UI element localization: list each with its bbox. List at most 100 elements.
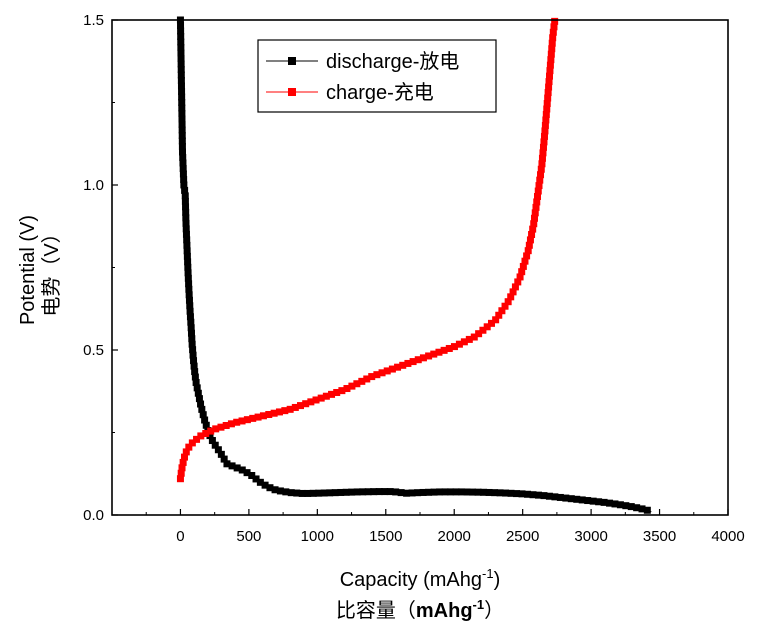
data-point bbox=[182, 214, 190, 222]
data-point bbox=[199, 411, 207, 419]
data-point bbox=[178, 464, 186, 472]
y-tick-label: 1.0 bbox=[83, 177, 104, 194]
legend-item-charge: charge-充电 bbox=[266, 81, 434, 104]
data-point bbox=[178, 93, 186, 101]
data-point bbox=[496, 489, 504, 497]
x-axis-title-cn-bold: mAhg bbox=[416, 600, 473, 622]
x-tick-label: 3000 bbox=[574, 528, 607, 545]
data-point bbox=[190, 357, 198, 365]
data-point bbox=[538, 154, 546, 162]
data-point bbox=[320, 489, 328, 497]
data-point bbox=[184, 274, 192, 282]
data-point bbox=[180, 453, 188, 461]
data-point bbox=[189, 351, 197, 359]
data-point bbox=[211, 441, 219, 449]
data-point bbox=[298, 489, 306, 497]
data-point bbox=[409, 358, 417, 366]
x-tick-label: 4000 bbox=[711, 528, 744, 545]
data-point bbox=[201, 416, 209, 424]
data-point bbox=[178, 104, 186, 112]
data-point bbox=[271, 486, 279, 494]
data-point bbox=[589, 497, 597, 505]
data-point bbox=[206, 432, 214, 440]
data-point bbox=[404, 359, 412, 367]
data-point bbox=[492, 316, 500, 324]
data-point bbox=[430, 350, 438, 358]
data-point bbox=[388, 365, 396, 373]
data-point bbox=[537, 165, 545, 173]
data-point bbox=[595, 498, 603, 506]
data-point bbox=[183, 252, 191, 260]
data-point bbox=[542, 116, 550, 124]
data-point bbox=[193, 384, 201, 392]
data-point bbox=[178, 126, 186, 134]
data-point bbox=[543, 100, 551, 108]
series-charge bbox=[176, 17, 559, 483]
data-point bbox=[179, 170, 187, 178]
data-point bbox=[254, 413, 262, 421]
data-point bbox=[177, 82, 185, 90]
data-point bbox=[187, 324, 195, 332]
data-point bbox=[197, 400, 205, 408]
data-point bbox=[328, 390, 336, 398]
data-point bbox=[243, 416, 251, 424]
data-point bbox=[223, 460, 231, 468]
data-point bbox=[541, 121, 549, 129]
data-point bbox=[541, 127, 549, 135]
data-point bbox=[281, 407, 289, 415]
x-axis-title-chinese: 比容量（mAhg-1） bbox=[336, 597, 504, 622]
data-point bbox=[475, 330, 483, 338]
data-point bbox=[452, 488, 460, 496]
data-point bbox=[524, 247, 532, 255]
data-point bbox=[184, 258, 192, 266]
legend-label-charge: charge-充电 bbox=[326, 81, 434, 104]
data-point bbox=[425, 352, 433, 360]
x-axis-title-cn-main: 比容量（ bbox=[336, 599, 416, 622]
data-point bbox=[337, 488, 345, 496]
data-point bbox=[182, 219, 190, 227]
data-point bbox=[178, 115, 186, 123]
data-point bbox=[179, 153, 187, 161]
data-point bbox=[186, 302, 194, 310]
data-point bbox=[455, 340, 463, 348]
data-point bbox=[378, 369, 386, 377]
data-point bbox=[359, 488, 367, 496]
x-axis-title-sup: -1 bbox=[482, 566, 494, 581]
data-point bbox=[178, 142, 186, 150]
data-point bbox=[460, 338, 468, 346]
data-point bbox=[386, 488, 394, 496]
data-point bbox=[212, 425, 220, 433]
data-point bbox=[436, 488, 444, 496]
y-axis-title-chinese: 电势（V） bbox=[40, 223, 63, 316]
data-point bbox=[217, 423, 225, 431]
data-point bbox=[414, 356, 422, 364]
data-point bbox=[177, 65, 185, 73]
data-point bbox=[185, 443, 193, 451]
data-point bbox=[546, 61, 554, 69]
data-point bbox=[534, 187, 542, 195]
data-point bbox=[495, 311, 503, 319]
data-point bbox=[485, 488, 493, 496]
legend-box bbox=[257, 39, 497, 113]
data-point bbox=[414, 489, 422, 497]
data-point bbox=[202, 421, 210, 429]
data-point bbox=[182, 448, 190, 456]
data-point bbox=[511, 283, 519, 291]
data-point bbox=[540, 132, 548, 140]
data-point bbox=[474, 488, 482, 496]
data-point bbox=[430, 488, 438, 496]
data-point bbox=[540, 492, 548, 500]
data-point bbox=[202, 429, 210, 437]
data-point bbox=[312, 396, 320, 404]
data-point bbox=[178, 109, 186, 117]
x-axis-title-main: Capacity (mAhg bbox=[340, 569, 482, 591]
data-point bbox=[207, 427, 215, 435]
data-point bbox=[507, 489, 515, 497]
data-point bbox=[282, 488, 290, 496]
data-point bbox=[504, 298, 512, 306]
data-point bbox=[470, 333, 478, 341]
x-tick-label: 3500 bbox=[643, 528, 676, 545]
data-point bbox=[185, 291, 193, 299]
data-point bbox=[182, 225, 190, 233]
data-point bbox=[403, 489, 411, 497]
